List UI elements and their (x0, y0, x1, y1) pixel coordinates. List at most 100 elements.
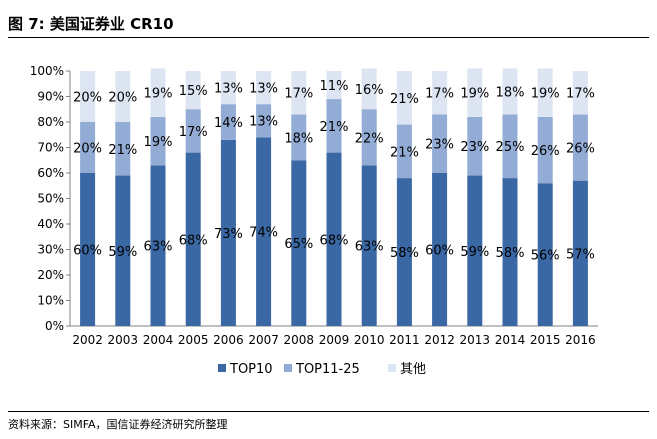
data-label-TOP11-25-2012: 23% (425, 138, 454, 153)
bar-TOP10-2014 (502, 178, 518, 326)
bar-其他-2006 (220, 71, 236, 105)
figure-header: 图 7: 美国证券业 CR10 (0, 0, 657, 38)
x-tick-label: 2012 (424, 333, 455, 347)
bar-TOP10-2010 (361, 165, 377, 326)
bar-TOP11-25-2004 (150, 116, 166, 166)
bar-TOP10-2015 (537, 183, 553, 326)
data-label-TOP10-2004: 63% (144, 240, 173, 255)
bar-其他-2012 (432, 71, 448, 115)
bar-TOP10-2002 (80, 173, 96, 326)
data-label-其他-2004: 19% (144, 87, 173, 102)
x-tick-label: 2010 (354, 333, 385, 347)
bar-其他-2015 (537, 68, 553, 117)
legend-swatch-TOP11-25 (284, 364, 292, 372)
bar-TOP10-2016 (572, 180, 588, 326)
bar-TOP11-25-2016 (572, 114, 588, 181)
y-tick-label: 90% (37, 90, 64, 104)
bar-TOP11-25-2009 (326, 99, 342, 153)
data-label-TOP10-2007: 74% (249, 226, 278, 241)
legend-swatch-TOP10 (218, 364, 226, 372)
top-rule (8, 37, 649, 38)
data-label-TOP11-25-2008: 18% (284, 131, 313, 146)
bar-其他-2007 (256, 71, 272, 105)
bar-TOP11-25-2013 (467, 116, 483, 176)
data-label-其他-2005: 15% (179, 84, 208, 99)
y-tick-label: 40% (37, 217, 64, 231)
bar-TOP10-2008 (291, 160, 307, 326)
y-tick-label: 10% (37, 294, 64, 308)
data-label-TOP10-2014: 58% (496, 246, 525, 261)
bar-TOP10-2009 (326, 152, 342, 326)
bar-其他-2014 (502, 68, 518, 115)
bar-其他-2010 (361, 68, 377, 110)
data-label-TOP10-2006: 73% (214, 227, 243, 242)
bar-TOP10-2011 (396, 178, 412, 326)
x-tick-label: 2004 (143, 333, 174, 347)
data-label-TOP10-2013: 59% (460, 245, 489, 260)
data-label-其他-2011: 21% (390, 92, 419, 107)
bar-其他-2013 (467, 68, 483, 117)
data-label-TOP11-25-2004: 19% (144, 135, 173, 150)
data-label-其他-2006: 13% (214, 82, 243, 97)
bar-TOP10-2007 (256, 137, 272, 326)
data-label-TOP11-25-2011: 21% (390, 145, 419, 160)
x-tick-label: 2002 (72, 333, 103, 347)
data-label-TOP10-2010: 63% (355, 240, 384, 255)
data-label-TOP10-2012: 60% (425, 244, 454, 259)
y-tick-label: 60% (37, 166, 64, 180)
bar-其他-2008 (291, 71, 307, 115)
y-tick-label: 100% (30, 64, 64, 78)
y-tick-label: 80% (37, 115, 64, 129)
bar-TOP11-25-2006 (220, 104, 236, 140)
bottom-rule (8, 411, 649, 412)
bar-TOP11-25-2010 (361, 109, 377, 166)
data-label-其他-2008: 17% (284, 87, 313, 102)
data-label-TOP11-25-2010: 22% (355, 131, 384, 146)
data-label-TOP10-2015: 56% (531, 249, 560, 264)
data-label-其他-2013: 19% (460, 87, 489, 102)
bar-其他-2011 (396, 71, 412, 125)
data-label-其他-2003: 20% (108, 91, 137, 106)
data-label-TOP10-2009: 68% (320, 233, 349, 248)
data-label-其他-2015: 19% (531, 87, 560, 102)
bar-TOP10-2012 (432, 173, 448, 326)
data-label-其他-2012: 17% (425, 87, 454, 102)
legend-label-TOP10: TOP10 (229, 362, 273, 377)
x-tick-label: 2003 (108, 333, 139, 347)
bar-TOP10-2004 (150, 165, 166, 326)
bar-其他-2005 (185, 71, 201, 110)
data-label-TOP11-25-2002: 20% (73, 142, 102, 157)
bar-其他-2016 (572, 71, 588, 115)
data-label-其他-2009: 11% (320, 79, 349, 94)
data-label-TOP11-25-2016: 26% (566, 142, 595, 157)
bar-TOP11-25-2005 (185, 109, 201, 153)
data-label-TOP11-25-2014: 25% (496, 140, 525, 155)
bar-TOP10-2013 (467, 175, 483, 326)
y-tick-label: 30% (37, 243, 64, 257)
data-label-其他-2016: 17% (566, 87, 595, 102)
y-tick-label: 70% (37, 141, 64, 155)
y-tick-label: 20% (37, 268, 64, 282)
bar-TOP11-25-2012 (432, 114, 448, 173)
bar-TOP10-2005 (185, 152, 201, 326)
x-tick-label: 2009 (319, 333, 350, 347)
bar-TOP11-25-2003 (115, 122, 131, 176)
bar-TOP11-25-2002 (80, 122, 96, 173)
data-label-TOP10-2005: 68% (179, 233, 208, 248)
legend-label-其他: 其他 (400, 362, 426, 377)
y-tick-label: 50% (37, 192, 64, 206)
x-tick-label: 2011 (389, 333, 420, 347)
x-tick-label: 2006 (213, 333, 244, 347)
bar-其他-2002 (80, 71, 96, 122)
x-tick-label: 2015 (530, 333, 561, 347)
data-label-TOP11-25-2015: 26% (531, 144, 560, 159)
data-label-TOP11-25-2013: 23% (460, 140, 489, 155)
data-label-TOP10-2008: 65% (284, 237, 313, 252)
bar-TOP11-25-2011 (396, 124, 412, 179)
bar-TOP10-2006 (220, 139, 236, 326)
x-tick-label: 2008 (284, 333, 315, 347)
data-label-TOP10-2011: 58% (390, 246, 419, 261)
legend-label-TOP11-25: TOP11-25 (295, 362, 360, 377)
data-label-其他-2002: 20% (73, 91, 102, 106)
